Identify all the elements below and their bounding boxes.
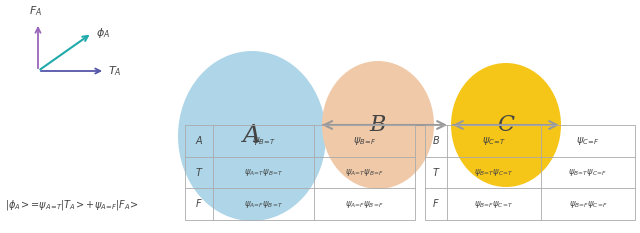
Text: $T_A$: $T_A$ <box>108 64 122 78</box>
Text: $\psi_{B\!=\!F}$: $\psi_{B\!=\!F}$ <box>353 135 376 147</box>
Text: $\psi_{B\!=\!T}\psi_{C\!=\!F}$: $\psi_{B\!=\!T}\psi_{C\!=\!F}$ <box>568 167 607 178</box>
Text: A: A <box>243 124 261 147</box>
Ellipse shape <box>451 63 561 187</box>
Text: $\psi_{A\!=\!T}\psi_{B\!=\!T}$: $\psi_{A\!=\!T}\psi_{B\!=\!T}$ <box>244 167 284 178</box>
Ellipse shape <box>322 61 434 189</box>
Text: A: A <box>196 136 202 146</box>
Bar <box>425 125 635 220</box>
Text: B: B <box>433 136 440 146</box>
Text: B: B <box>370 114 386 136</box>
Text: $|\phi_A\!>\!=\!\psi_{A\!=\!T}|T_A\!>\!+\!\psi_{A\!=\!F}|F_A\!>$: $|\phi_A\!>\!=\!\psi_{A\!=\!T}|T_A\!>\!+… <box>5 198 139 212</box>
Text: $\phi_A$: $\phi_A$ <box>96 26 110 40</box>
Text: $\psi_{A\!=\!T}\psi_{B\!=\!F}$: $\psi_{A\!=\!T}\psi_{B\!=\!F}$ <box>345 167 384 178</box>
Text: C: C <box>497 114 515 136</box>
Text: $\psi_{A\!=\!F}\psi_{B\!=\!F}$: $\psi_{A\!=\!F}\psi_{B\!=\!F}$ <box>345 199 384 210</box>
Text: T: T <box>433 168 439 178</box>
Ellipse shape <box>178 51 326 221</box>
Text: $\psi_{B\!=\!T}$: $\psi_{B\!=\!T}$ <box>252 135 275 147</box>
Text: F: F <box>196 199 202 209</box>
Bar <box>185 125 415 220</box>
Text: T: T <box>196 168 202 178</box>
Text: $\psi_{A\!=\!F}\psi_{B\!=\!T}$: $\psi_{A\!=\!F}\psi_{B\!=\!T}$ <box>244 199 283 210</box>
Text: $\psi_{B\!=\!T}\psi_{C\!=\!T}$: $\psi_{B\!=\!T}\psi_{C\!=\!T}$ <box>474 167 514 178</box>
Text: $\psi_{B\!=\!F}\psi_{C\!=\!F}$: $\psi_{B\!=\!F}\psi_{C\!=\!F}$ <box>568 199 607 210</box>
Text: $\psi_{C\!=\!F}$: $\psi_{C\!=\!F}$ <box>577 135 600 147</box>
Text: $\psi_{C\!=\!T}$: $\psi_{C\!=\!T}$ <box>482 135 506 147</box>
Text: $\psi_{B\!=\!F}\psi_{C\!=\!T}$: $\psi_{B\!=\!F}\psi_{C\!=\!T}$ <box>474 199 514 210</box>
Text: $F_A$: $F_A$ <box>29 4 43 18</box>
Text: F: F <box>433 199 439 209</box>
